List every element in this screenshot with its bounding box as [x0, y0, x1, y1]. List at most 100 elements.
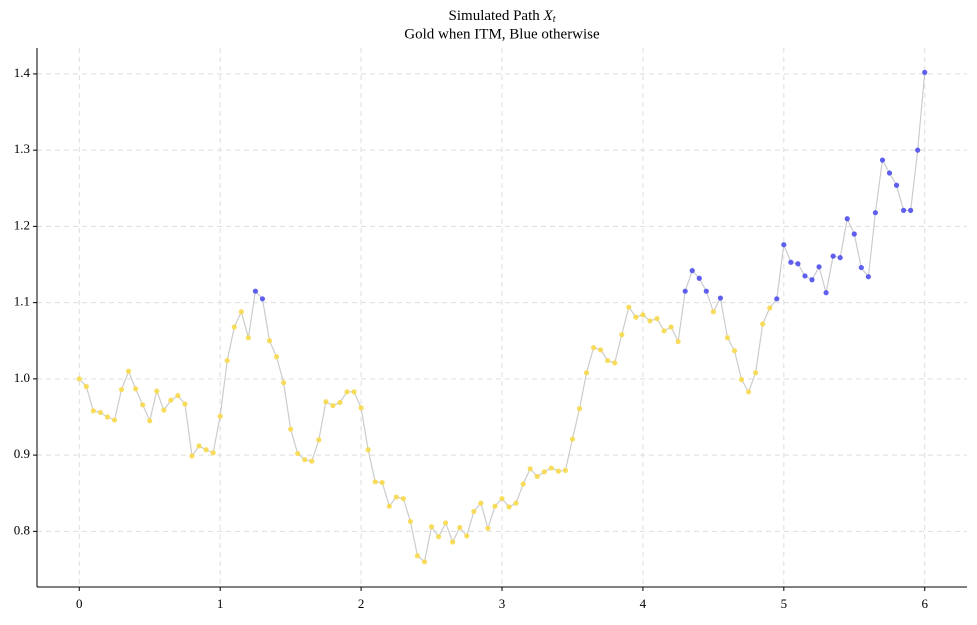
- path-point: [252, 288, 259, 294]
- path-point: [858, 264, 864, 271]
- y-tick-label: 1.2: [14, 217, 30, 232]
- path-point: [626, 304, 632, 310]
- path-point: [605, 357, 611, 364]
- path-point: [372, 479, 378, 485]
- path-point: [238, 309, 244, 315]
- path-point: [633, 314, 639, 320]
- path-point: [562, 467, 569, 473]
- x-tick-label: 6: [921, 596, 928, 611]
- path-point: [590, 345, 597, 351]
- path-point: [583, 370, 590, 376]
- path-line: [78, 72, 926, 563]
- path-point: [217, 413, 223, 419]
- path-point: [280, 380, 287, 386]
- path-point: [908, 207, 914, 213]
- path-point: [724, 335, 731, 341]
- path-point: [809, 277, 815, 283]
- path-point: [182, 401, 188, 407]
- path-point: [717, 295, 724, 301]
- path-point: [661, 328, 667, 334]
- path-point: [548, 465, 554, 471]
- path-point: [865, 274, 871, 280]
- path-point: [534, 473, 540, 480]
- path-point: [598, 347, 604, 353]
- y-tick-label: 0.9: [14, 446, 30, 461]
- y-tick-label: 0.8: [14, 522, 30, 537]
- path-point: [851, 231, 857, 237]
- path-point: [816, 264, 822, 270]
- path-point: [781, 242, 787, 248]
- path-point: [689, 268, 695, 274]
- y-tick-label: 1.4: [14, 65, 31, 80]
- path-point: [506, 504, 512, 510]
- path-point: [168, 397, 174, 403]
- path-point: [795, 261, 801, 267]
- path-point: [224, 357, 230, 364]
- path-point: [647, 318, 653, 324]
- path-point: [83, 383, 89, 390]
- path-point: [612, 360, 618, 366]
- path-point: [555, 468, 561, 474]
- x-tick-label: 4: [640, 596, 647, 611]
- path-point: [421, 559, 428, 565]
- path-point: [654, 316, 660, 322]
- path-point: [731, 348, 738, 354]
- path-point: [154, 388, 160, 394]
- y-tick-label: 1.0: [14, 370, 30, 385]
- path-point: [485, 525, 491, 531]
- path-point: [435, 534, 442, 540]
- path-point: [915, 147, 921, 153]
- path-point: [175, 393, 181, 399]
- path-point: [703, 288, 709, 294]
- path-point: [457, 524, 463, 531]
- path-point: [837, 255, 843, 261]
- path-point: [365, 447, 371, 453]
- path-point: [344, 389, 350, 395]
- path-point: [245, 335, 251, 341]
- path-point: [210, 450, 216, 456]
- path-point: [922, 69, 928, 75]
- path-point: [351, 389, 357, 395]
- y-tick-label: 1.3: [14, 141, 30, 156]
- path-point: [407, 518, 414, 525]
- title-math: X: [543, 8, 554, 24]
- path-point: [886, 170, 893, 176]
- path-point: [696, 275, 702, 281]
- path-point: [640, 312, 646, 318]
- path-point: [76, 376, 82, 382]
- x-tick-label: 5: [781, 596, 788, 611]
- path-point: [393, 494, 399, 500]
- path-point: [844, 216, 850, 222]
- y-tick-label: 1.1: [14, 294, 30, 309]
- path-point: [337, 399, 343, 406]
- path-point: [872, 210, 879, 216]
- path-point: [358, 405, 364, 411]
- path-point: [330, 402, 336, 409]
- title-math-sub: t: [553, 14, 556, 25]
- path-point: [443, 520, 449, 526]
- path-point: [90, 408, 96, 414]
- path-point: [802, 273, 808, 279]
- path-point: [541, 469, 547, 475]
- title-text: Simulated Path: [449, 8, 541, 24]
- path-point: [823, 290, 829, 296]
- path-point: [400, 495, 406, 502]
- path-point: [471, 508, 477, 515]
- path-point: [668, 324, 674, 330]
- path-point: [104, 414, 111, 420]
- path-point: [147, 418, 153, 424]
- path-point: [492, 503, 498, 509]
- path-point: [273, 354, 280, 360]
- path-point: [788, 259, 794, 265]
- path-point: [450, 539, 456, 545]
- path-point: [302, 457, 308, 463]
- path-point: [830, 253, 836, 259]
- path-point: [464, 533, 470, 539]
- x-tick-label: 1: [217, 596, 224, 611]
- path-point: [893, 182, 900, 188]
- x-tick-label: 3: [499, 596, 506, 611]
- path-point: [196, 443, 202, 449]
- path-point: [118, 386, 125, 393]
- path-point: [125, 368, 132, 374]
- path-point: [760, 321, 766, 327]
